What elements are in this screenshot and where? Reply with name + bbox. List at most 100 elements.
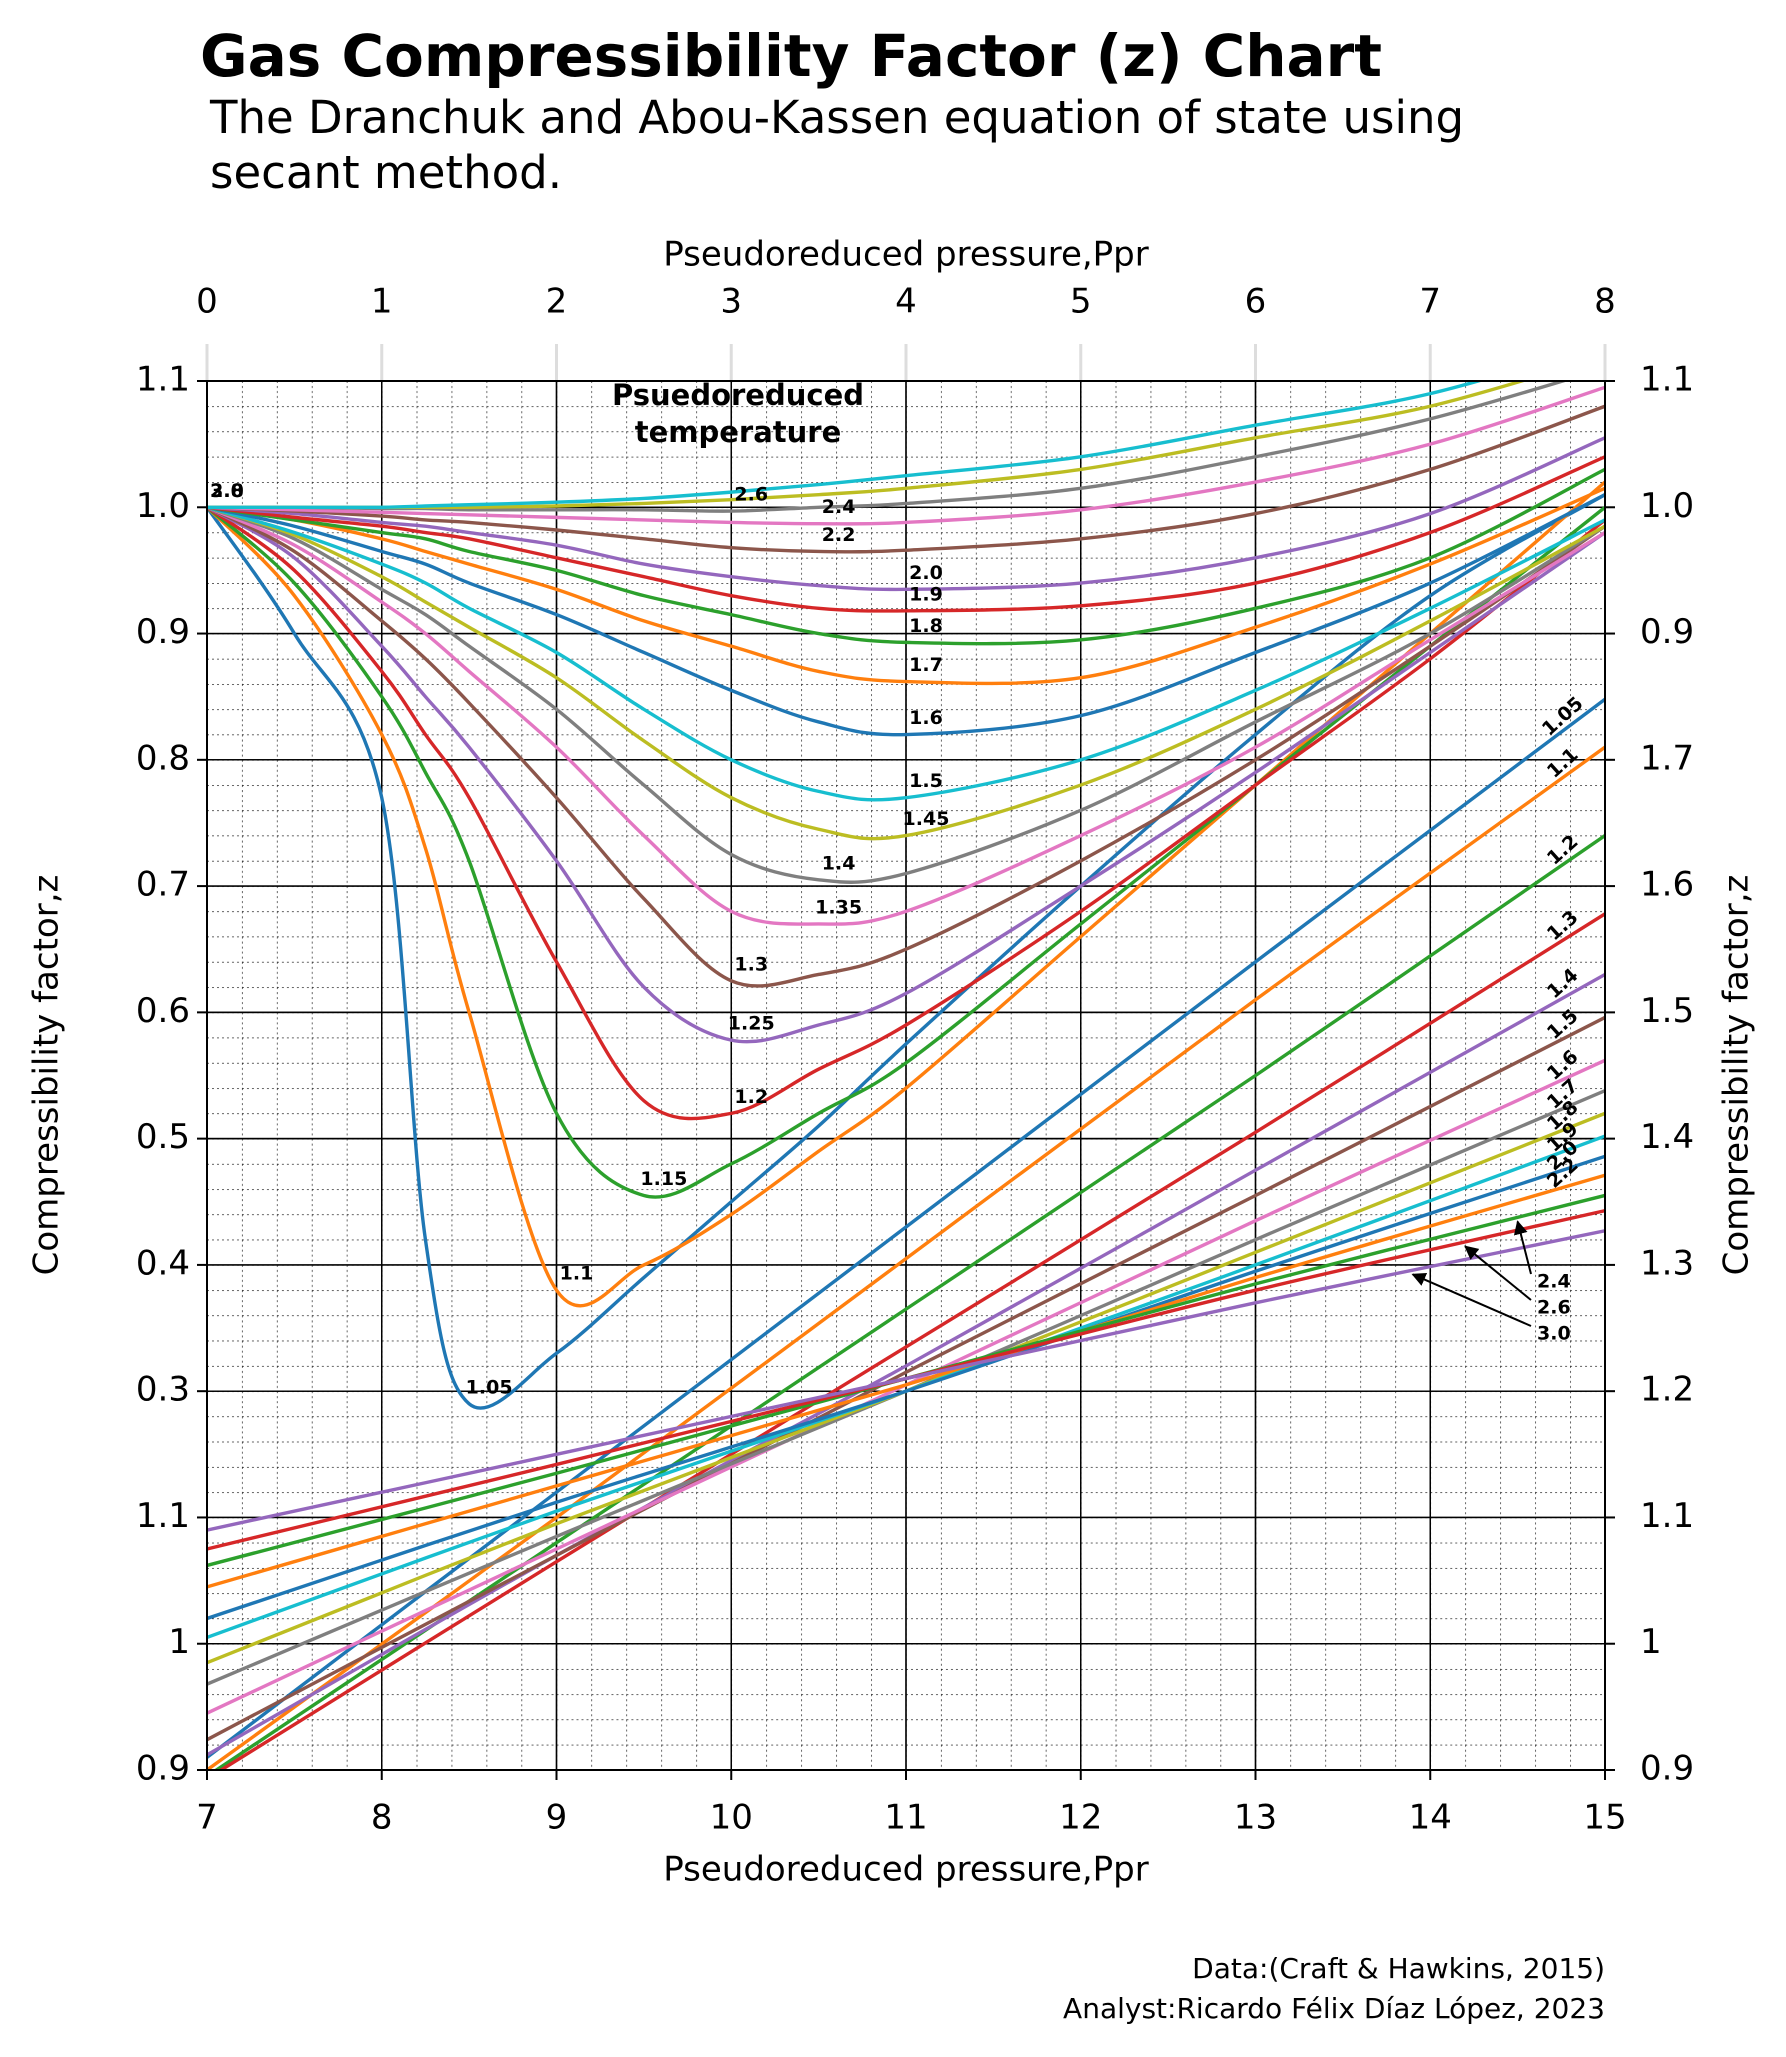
series-line [207,972,1605,1757]
source-note: Data:(Craft & Hawkins, 2015) [1192,1952,1605,1985]
legend-title: Psuedoreduced [612,378,864,412]
y2-tick-label: 0.9 [1640,612,1694,652]
series-line [217,912,1605,1770]
series-label: 1.5 [909,770,943,792]
series-label: 1.8 [909,615,943,637]
credit-note: Analyst:Ricardo Félix Díaz López, 2023 [1063,1992,1605,2025]
series-label: 1.7 [909,654,943,676]
x-axis-label: Pseudoreduced pressure,Ppr [663,235,1149,275]
x-tick-label: 5 [1070,282,1092,322]
label-arrow [1411,1273,1532,1327]
series-label: 1.15 [640,1168,687,1190]
series-line [207,505,1605,926]
y2-tick-label: 1.7 [1640,738,1694,778]
y-axis-label: Compressibility factor,z [27,875,67,1276]
x-tick-label: 11 [884,1798,927,1838]
series-label: 1.25 [728,1013,775,1035]
chart-subtitle: The Dranchuk and Abou-Kassen equation of… [209,91,1464,144]
series-line [207,467,1605,646]
y2-tick-label: 0.9 [1640,1749,1694,1789]
series-label: 1.45 [903,808,950,830]
x-tick-label: 7 [196,1798,218,1838]
series-line [207,1229,1605,1532]
y-tick-label: 1.1 [136,360,190,400]
series-line [207,486,1605,686]
series-line [207,493,1605,737]
series-line [207,436,1605,592]
series-line [207,505,1605,988]
y2-tick-label: 1.3 [1640,1243,1694,1283]
series-line [207,381,1485,510]
series-label: 2.0 [909,562,943,584]
y-tick-label: 1.1 [136,1496,190,1536]
y-tick-label: 0.9 [136,1749,190,1789]
y2-tick-label: 1.1 [1640,360,1694,400]
series-label: 3.0 [210,480,244,502]
series-label: 1.2 [734,1086,768,1108]
series-line [207,455,1605,613]
series-line [207,1154,1605,1621]
x-tick-label: 8 [371,1798,393,1838]
y-tick-label: 1.0 [136,486,190,526]
series-label: 1.9 [909,583,943,605]
series-line [207,505,1605,884]
series-label: 1.35 [815,896,862,918]
series-label: 1.4 [822,852,856,874]
x-axis-label: Pseudoreduced pressure,Ppr [663,1850,1149,1890]
label-arrow [1464,1245,1532,1301]
series-line [207,505,1605,841]
series-line [207,1015,1605,1742]
x-tick-label: 2 [546,282,568,322]
series-label: 1.05 [466,1376,513,1398]
chart-subtitle: secant method. [210,146,562,199]
y-tick-label: 0.7 [136,865,190,905]
y-tick-label: 0.5 [136,1117,190,1157]
x-tick-label: 12 [1059,1798,1102,1838]
chart-title: Gas Compressibility Factor (z) Chart [200,22,1382,90]
x-tick-label: 7 [1419,282,1441,322]
series-line [207,404,1605,554]
series-label: 2.6 [1537,1297,1571,1319]
x-tick-label: 13 [1234,1798,1277,1838]
y2-tick-label: 1 [1640,1622,1662,1662]
y2-tick-label: 1.0 [1640,486,1694,526]
series-label: 2.6 [734,484,768,506]
y2-tick-label: 1.2 [1640,1370,1694,1410]
x-tick-label: 0 [196,282,218,322]
series-line [207,505,1605,1044]
y-tick-label: 0.3 [136,1370,190,1410]
series-label: 1.3 [734,953,768,975]
y2-tick-label: 1.1 [1640,1496,1694,1536]
series-label: 3.0 [1537,1323,1571,1345]
legend-title: temperature [635,415,842,449]
series-line [207,1173,1605,1589]
y-tick-label: 0.6 [136,991,190,1031]
y-tick-label: 1 [168,1622,190,1662]
y2-tick-label: 1.4 [1640,1117,1694,1157]
series-line [207,505,1605,802]
series-label: 2.2 [822,524,856,546]
y-tick-label: 0.4 [136,1243,190,1283]
series-label: 1.1 [560,1263,594,1285]
x-tick-label: 14 [1409,1798,1452,1838]
plot-frame [206,380,1606,1771]
curves [207,381,1605,1770]
series-line [207,505,1605,1121]
x-tick-label: 10 [710,1798,753,1838]
y-tick-label: 0.8 [136,738,190,778]
x-tick-label: 9 [546,1798,568,1838]
y-tick-label: 0.9 [136,612,190,652]
x-tick-label: 15 [1583,1798,1626,1838]
x-tick-label: 3 [720,282,742,322]
y2-axis-label: Compressibility factor,z [1717,875,1757,1276]
series-label: 1.6 [909,707,943,729]
x-tick-label: 4 [895,282,917,322]
series-label: 2.4 [1537,1271,1571,1293]
x-tick-label: 1 [371,282,393,322]
x-tick-label: 8 [1594,282,1616,322]
series-label: 2.8 [210,480,244,502]
series-line [207,385,1605,526]
y2-tick-label: 1.5 [1640,991,1694,1031]
series-line [207,697,1605,1759]
